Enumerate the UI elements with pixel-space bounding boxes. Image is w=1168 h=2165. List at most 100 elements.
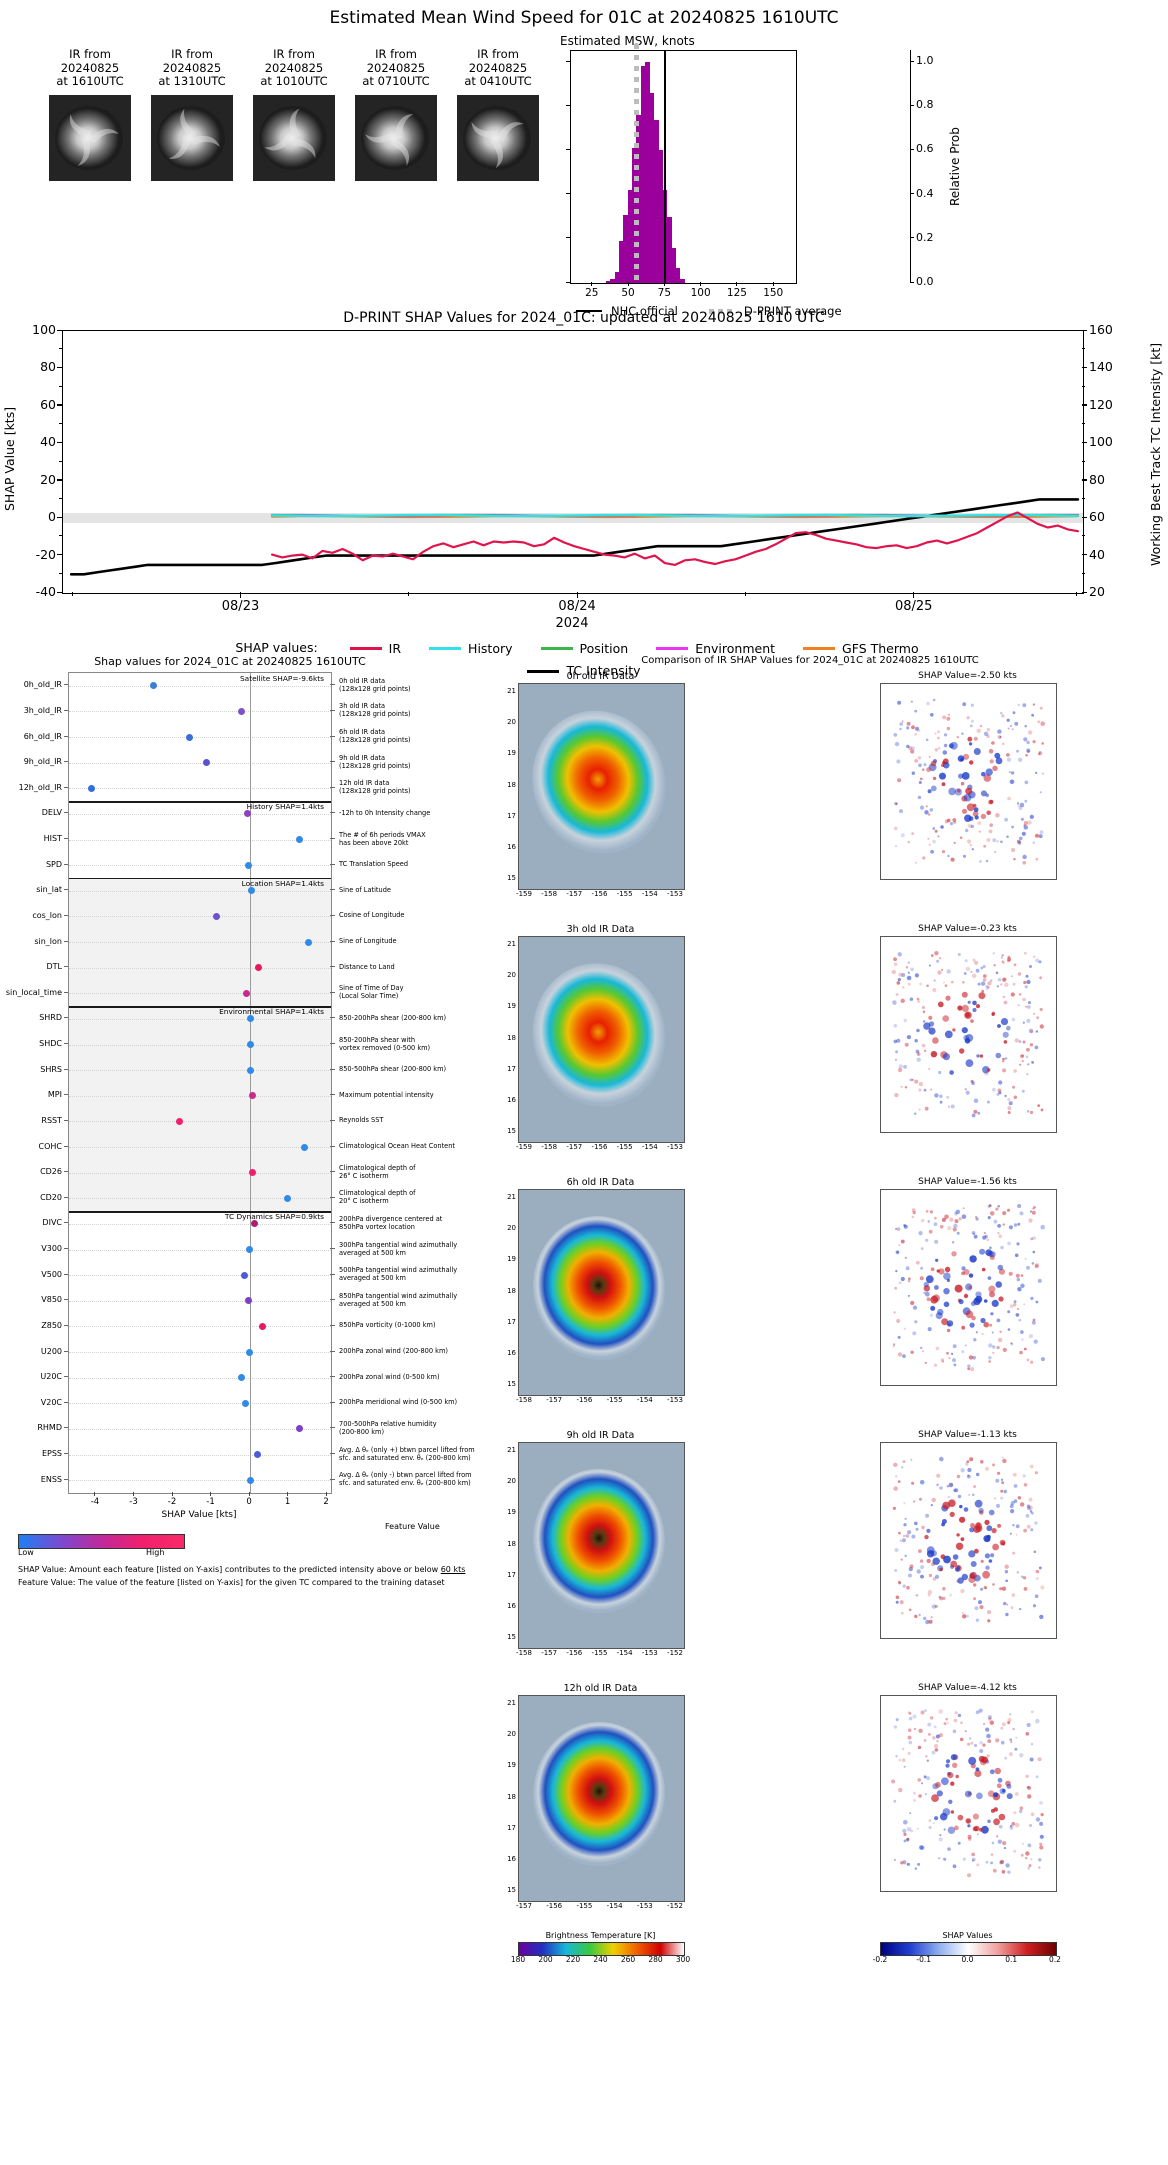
shap-desc-tick [330,1401,335,1403]
ir-xtick-label: -156 [591,1143,608,1151]
histogram-bar [675,267,681,283]
ir-ytick-label: 16 [507,1095,516,1104]
shap-group-separator [69,878,331,880]
ir-ytick-label: 20 [507,1477,516,1486]
shap-desc-tick [330,1427,335,1429]
shap-desc-tick [330,735,335,737]
timeseries-ytick-minor [59,385,62,387]
msw-histogram-panel: Estimated MSW, knots 25 50 75 100 125 150 0.0 0.… [560,32,1160,318]
shap-row-tick [64,1145,68,1147]
timeseries-xtick-label: 08/25 [894,599,933,614]
shap-xtick-label: -1 [206,1497,215,1507]
histogram-left-tick [566,60,570,62]
shap-row-label: sin_local_time [5,987,62,997]
timeseries-y2tick-mark [1082,516,1087,518]
timeseries-ytick-label: -20 [35,546,56,562]
ir-xtick-label: -154 [636,1396,653,1404]
shap-desc-tick [330,914,335,916]
ir-ytick-label: 17 [507,1064,516,1073]
histogram-ytick-mark [910,60,914,62]
shap-row-label: 9h_old_IR [23,757,62,767]
shap-desc-tick [330,1094,335,1096]
ir-ytick-label: 15 [507,1127,516,1135]
bt-colorbar-label: Brightness Temperature [K] [545,1931,656,1940]
ir-data-image [518,1695,685,1902]
histogram-bar [618,241,624,283]
ir-ytick-label: 17 [507,1823,516,1832]
shap-row-description: 200hPa meridional wind (0-500 km) [339,1398,458,1407]
shap-dot [259,1322,267,1330]
shap-row-label: V300 [41,1244,62,1254]
ir-thumbnail-caption-line-3: at 0710UTC [362,74,430,88]
shap-desc-tick [330,1453,335,1455]
shap-desc-tick [330,1324,335,1326]
shap-row-label: DTL [46,962,62,972]
shap-row-description: Avg. Δ θₑ (only -) btwn parcel lifted fr… [339,1471,472,1488]
shap-row-label: SHRD [39,1013,62,1023]
shap-row-label: U20C [40,1372,62,1382]
shap-row-gridline [69,942,331,944]
histogram-bar [605,280,611,283]
shap-xtick-label: 2 [323,1497,329,1507]
ir-xtick-label: -154 [606,1902,623,1910]
timeseries-title: D-PRINT SHAP Values for 2024_01C: update… [343,310,825,326]
shap-row-tick [64,1299,68,1301]
shap-xtick-label: -3 [129,1497,138,1507]
ir-xtick-label: -154 [616,1649,633,1657]
shap-row-tick [64,966,68,968]
timeseries-legend-label: TC Intensity [566,663,641,678]
bt-colorbar [518,1942,685,1956]
timeseries-y2tick-minor [1082,497,1085,499]
shap-dot [241,1399,249,1407]
shap-dot [150,682,158,690]
shap-row-description: Reynolds SST [339,1116,384,1125]
histogram-right-spine [910,50,912,282]
timeseries-ytick-label: 0 [48,509,56,525]
ir-ytick-label: 17 [507,1570,516,1579]
shap-desc-tick [330,684,335,686]
shap-row-tick [64,1401,68,1403]
histogram-ytick-label: 0.8 [916,98,934,112]
shap-row-description: 200hPa zonal wind (0-500 km) [339,1372,440,1381]
shap-group-label: History SHAP=1.4kts [246,802,324,812]
ir-thumbnail-image [355,94,437,181]
timeseries-legend-item: TC Intensity [527,660,641,682]
dprint-legend-swatch [708,308,735,314]
shap-dot [296,1425,304,1433]
histogram-title: Estimated MSW, knots [560,34,695,48]
shap-row-description: -12h to 0h Intensity change [339,808,431,817]
shap-desc-tick [330,1068,335,1070]
shap-dot [244,1297,252,1305]
nhc-official-line [664,51,667,283]
timeseries-ytick-minor [59,460,62,462]
ir-ytick-label: 18 [507,1792,516,1801]
shap-row-label: SHDC [39,1039,62,1049]
shap-colorbar-label: SHAP Values [942,1931,993,1940]
shap-row-description: 700-500hPa relative humidity (200-800 km… [339,1419,437,1436]
shap-group-label: TC Dynamics SHAP=0.9kts [224,1212,324,1222]
histogram-ytick-mark [910,193,914,195]
shap-heat-image [880,1189,1057,1386]
shap-heat-image [880,683,1057,880]
ir-xtick-label: -158 [541,890,558,898]
shap-row-label: V850 [41,1295,62,1305]
shap-xtick-mark [94,1492,96,1496]
shap-row-gridline [69,1377,331,1379]
ir-xtick-label: -153 [667,1396,683,1404]
shap-row-description: 6h old IR data (128x128 grid points) [339,728,411,745]
timeseries-legend-item: GFS Thermo [803,638,919,660]
timeseries-legend-swatch [527,669,560,673]
feature-value-high-label: High [146,1548,165,1557]
bt-colorbar-tick: 260 [620,1955,636,1964]
ir-thumbnail-image [457,94,539,181]
shap-desc-tick [330,761,335,763]
shap-row-tick [64,1068,68,1070]
timeseries-legend-label: Position [579,640,629,656]
ir-panel-title: 6h old IR Data [566,1177,635,1188]
shap-xtick-mark [248,1492,250,1496]
shap-dot [247,1041,255,1049]
bt-colorbar-tick: 200 [538,1955,553,1964]
timeseries-ytick-label: -40 [35,584,56,599]
shap-row-gridline [69,1275,331,1277]
shap-row-tick [64,709,68,711]
